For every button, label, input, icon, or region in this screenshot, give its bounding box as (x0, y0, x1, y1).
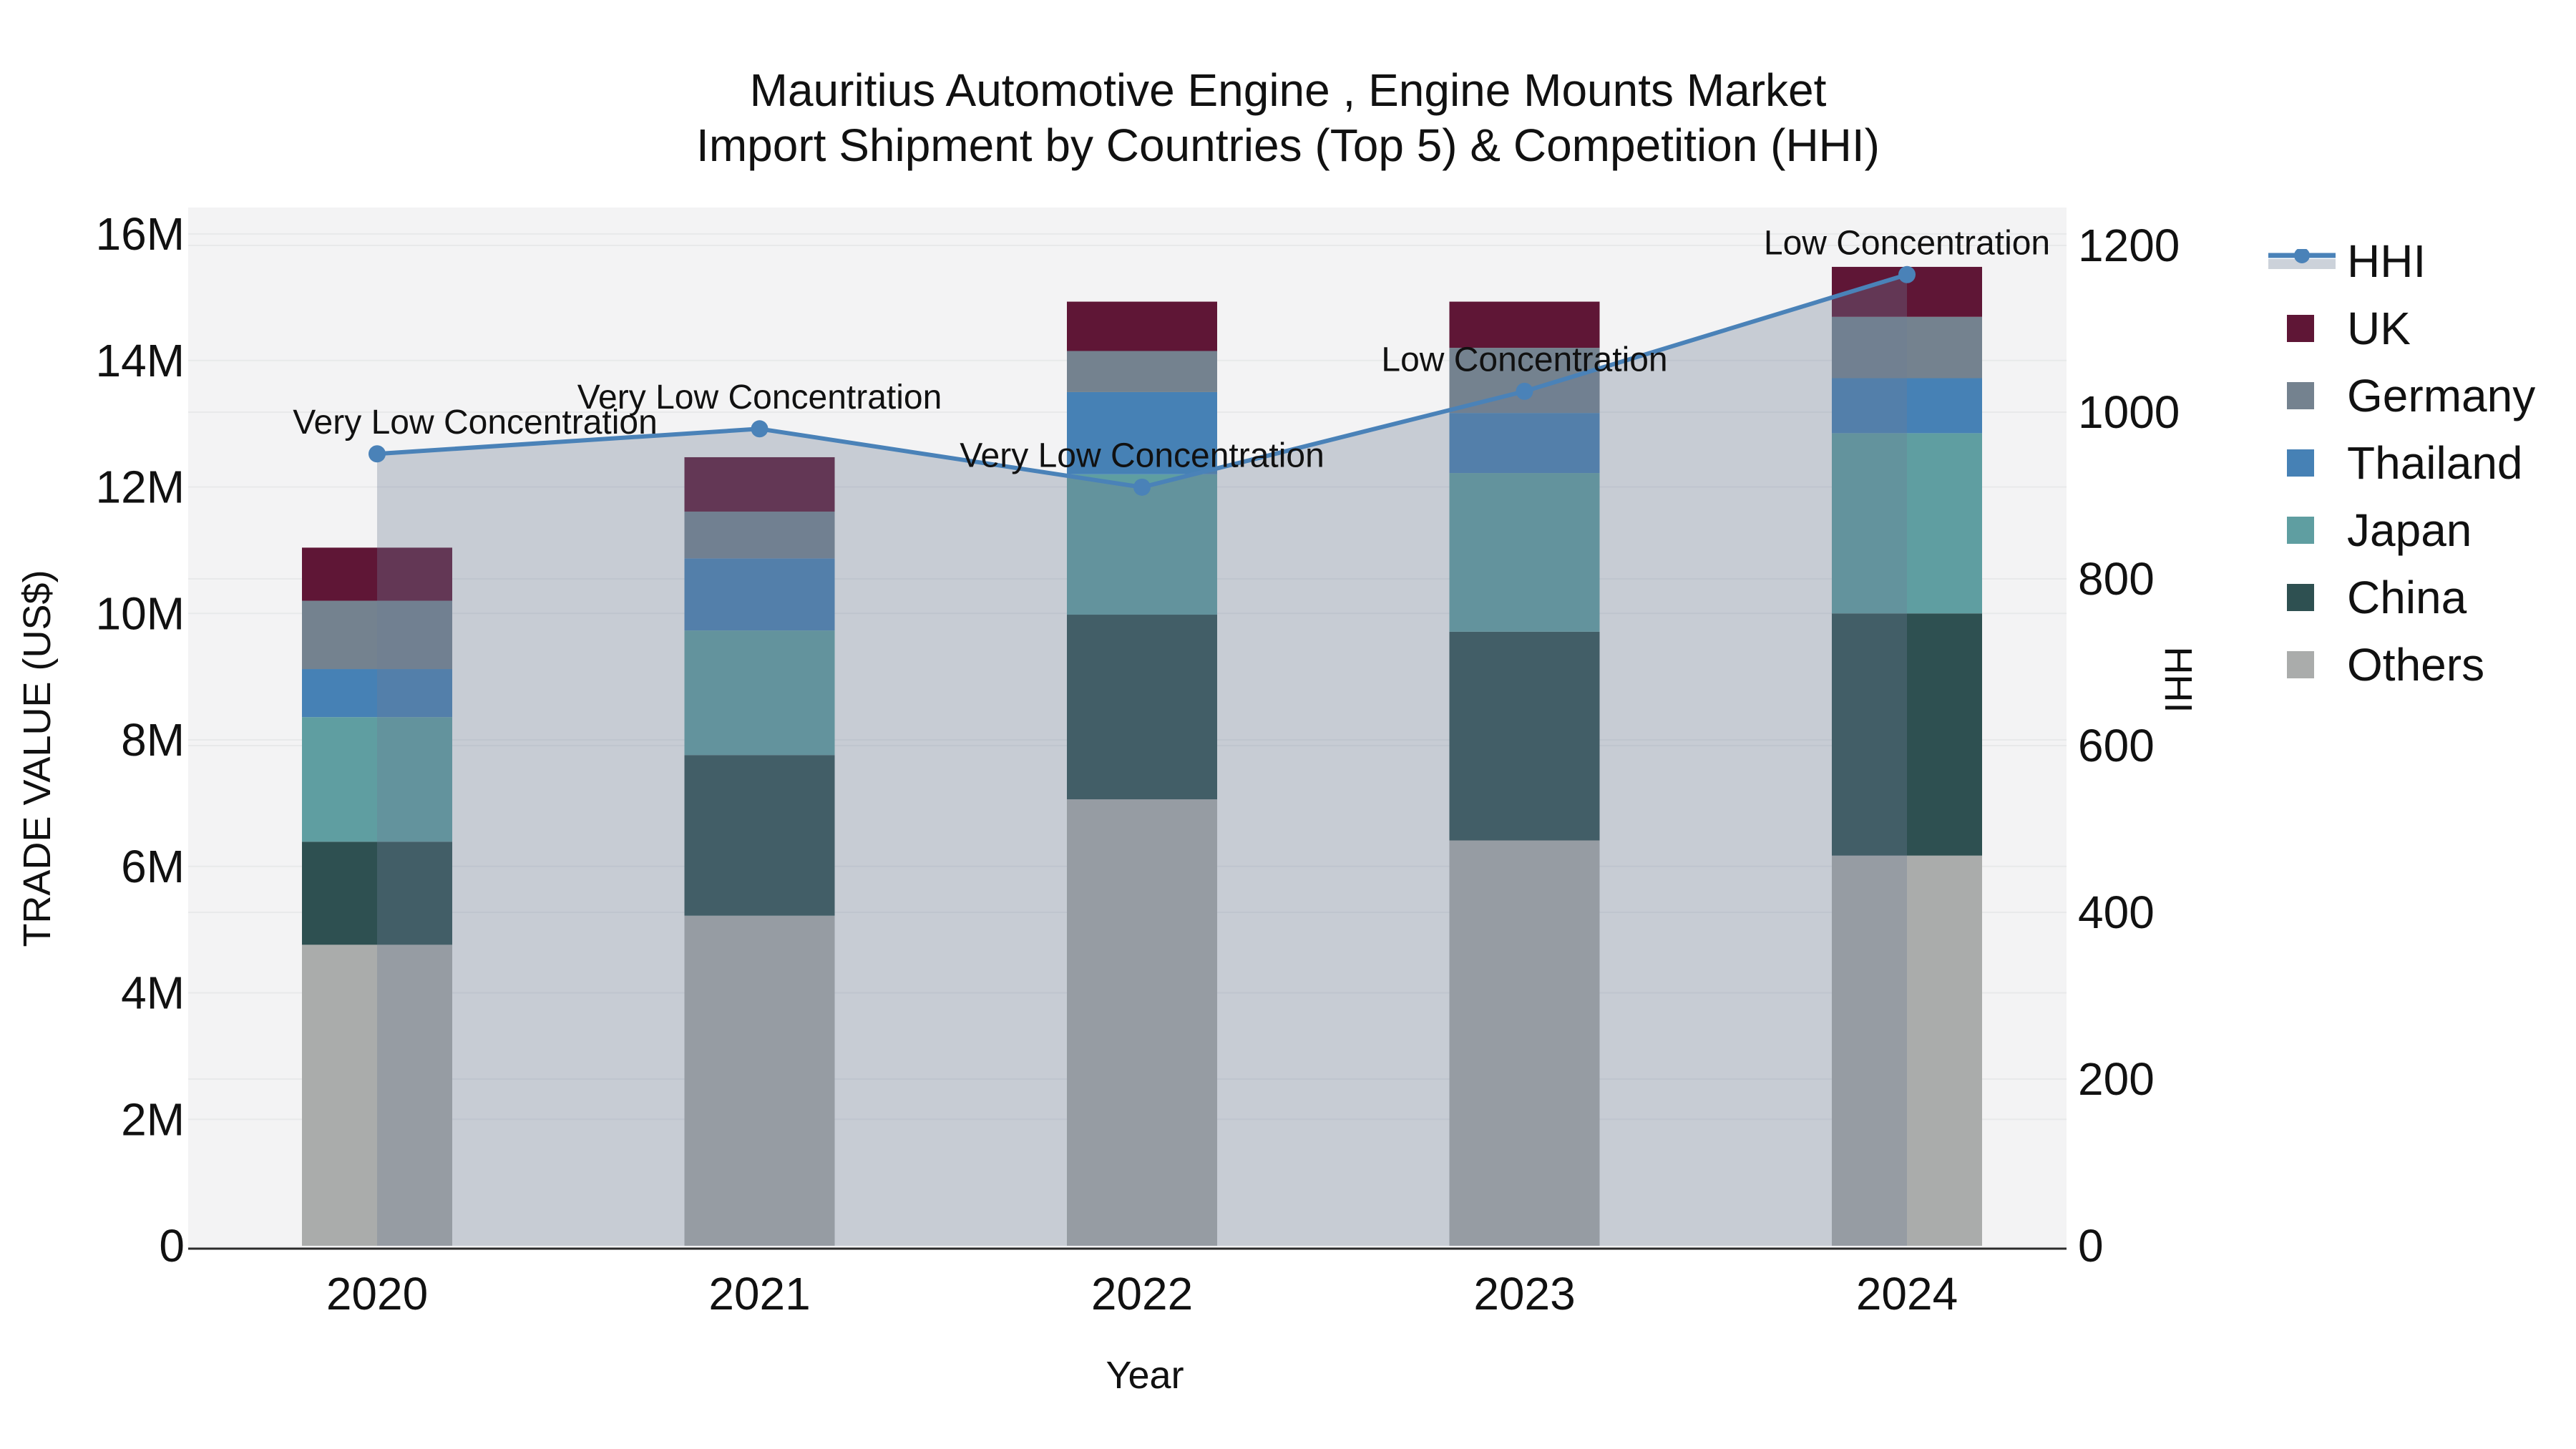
stacked-bars (302, 266, 1982, 1246)
right-tick-label: 800 (2078, 553, 2155, 605)
left-tick-label: 2M (121, 1093, 185, 1145)
x-tick-label-2021: 2021 (708, 1268, 810, 1319)
bar-segment-2021-China (684, 755, 835, 916)
bar-segment-2022-Thailand (1067, 391, 1217, 474)
left-tick-label: 10M (96, 587, 185, 639)
hhi-marker-2023 (1516, 382, 1533, 400)
x-tick-label-2020: 2020 (326, 1268, 428, 1319)
legend-swatch-china (2287, 584, 2314, 611)
legend-hhi-line-icon (2268, 248, 2336, 273)
y-right-axis-title: HHI (2157, 647, 2200, 713)
left-tick-label: 16M (96, 208, 185, 260)
bar-segment-2023-UK (1449, 301, 1600, 348)
hhi-annotation-2021: Very Low Concentration (577, 379, 942, 416)
bar-segment-2021-Thailand (684, 558, 835, 631)
bar-segment-2023-China (1449, 631, 1600, 841)
bar-segment-2023-Thailand (1449, 413, 1600, 474)
x-tick-label-2024: 2024 (1856, 1268, 1958, 1319)
chart-title-line1: Mauritius Automotive Engine , Engine Mou… (749, 64, 1827, 116)
hhi-annotation-2020: Very Low Concentration (293, 404, 658, 441)
left-tick-label: 12M (96, 462, 185, 513)
chart-title-line2: Import Shipment by Countries (Top 5) & C… (696, 119, 1880, 171)
left-tick-label: 14M (96, 335, 185, 386)
legend-label-hhi: HHI (2347, 235, 2426, 287)
bar-segment-2020-Others (302, 945, 452, 1246)
bar-segment-2024-Japan (1832, 433, 1982, 614)
right-tick-label: 400 (2078, 887, 2155, 938)
hhi-marker-2022 (1133, 478, 1151, 496)
legend-label-japan: Japan (2347, 504, 2472, 556)
bar-segment-2023-Japan (1449, 473, 1600, 632)
hhi-markers (369, 265, 1916, 496)
legend-swatch-others (2287, 651, 2314, 678)
bar-segment-2021-Others (684, 915, 835, 1246)
legend-swatch-germany (2287, 382, 2314, 409)
hhi-marker-2021 (751, 420, 769, 438)
left-tick-label: 4M (121, 967, 185, 1019)
left-tick-label: 0 (159, 1220, 185, 1272)
bar-segment-2022-Germany (1067, 351, 1217, 392)
bar-segment-2024-Thailand (1832, 378, 1982, 434)
left-axis-tick-labels: 0 2M 4M 6M 8M 10M 12M 14M 16M (96, 208, 185, 1272)
x-axis-tick-labels: 2020 2021 2022 2023 2024 (326, 1268, 1958, 1319)
right-tick-label: 0 (2078, 1220, 2104, 1272)
bar-segment-2020-Japan (302, 717, 452, 842)
bar-segment-2024-China (1832, 613, 1982, 856)
x-tick-label-2023: 2023 (1473, 1268, 1575, 1319)
hhi-annotation-2023: Low Concentration (1381, 341, 1667, 379)
hhi-annotation-2022: Very Low Concentration (960, 436, 1324, 474)
bar-segment-2024-Germany (1832, 316, 1982, 379)
legend-label-germany: Germany (2347, 370, 2536, 421)
right-tick-label: 600 (2078, 720, 2155, 771)
bar-segment-2020-UK (302, 547, 452, 601)
legend-swatch-japan (2287, 517, 2314, 544)
right-axis-tick-labels: 0 200 400 600 800 1000 1200 (2078, 220, 2180, 1272)
legend-label-thailand: Thailand (2347, 437, 2523, 489)
right-tick-label: 1000 (2078, 386, 2180, 438)
bar-segment-2022-UK (1067, 301, 1217, 351)
bar-segment-2020-China (302, 841, 452, 945)
legend-swatch-thailand (2287, 449, 2314, 477)
hhi-area-fill (377, 274, 1907, 1246)
left-tick-label: 6M (121, 841, 185, 892)
bar-segment-2021-Japan (684, 630, 835, 756)
right-tick-label: 200 (2078, 1053, 2155, 1105)
bar-segment-2021-UK (684, 457, 835, 512)
bar-segment-2020-Germany (302, 600, 452, 670)
hhi-marker-2024 (1898, 265, 1916, 283)
bar-segment-2022-Others (1067, 799, 1217, 1246)
bar-segment-2023-Others (1449, 840, 1600, 1246)
hhi-marker-2020 (369, 445, 386, 463)
chart-title: Mauritius Automotive Engine , Engine Mou… (0, 63, 2576, 173)
bar-segment-2022-Japan (1067, 474, 1217, 615)
x-tick-label-2022: 2022 (1091, 1268, 1193, 1319)
legend-label-others: Others (2347, 639, 2485, 691)
left-tick-label: 8M (121, 714, 185, 766)
bar-segment-2022-China (1067, 615, 1217, 800)
y-left-axis-title: TRADE VALUE (US$) (16, 570, 59, 947)
legend-label-uk: UK (2347, 303, 2411, 354)
bar-segment-2020-Thailand (302, 669, 452, 718)
bar-segment-2021-Germany (684, 511, 835, 559)
legend-label-china: China (2347, 572, 2467, 623)
legend-swatch-uk (2287, 315, 2314, 342)
right-tick-label: 1200 (2078, 220, 2180, 271)
hhi-annotation-2024: Low Concentration (1764, 224, 2050, 262)
x-axis-title: Year (1106, 1354, 1184, 1397)
bar-segment-2024-Others (1832, 855, 1982, 1246)
